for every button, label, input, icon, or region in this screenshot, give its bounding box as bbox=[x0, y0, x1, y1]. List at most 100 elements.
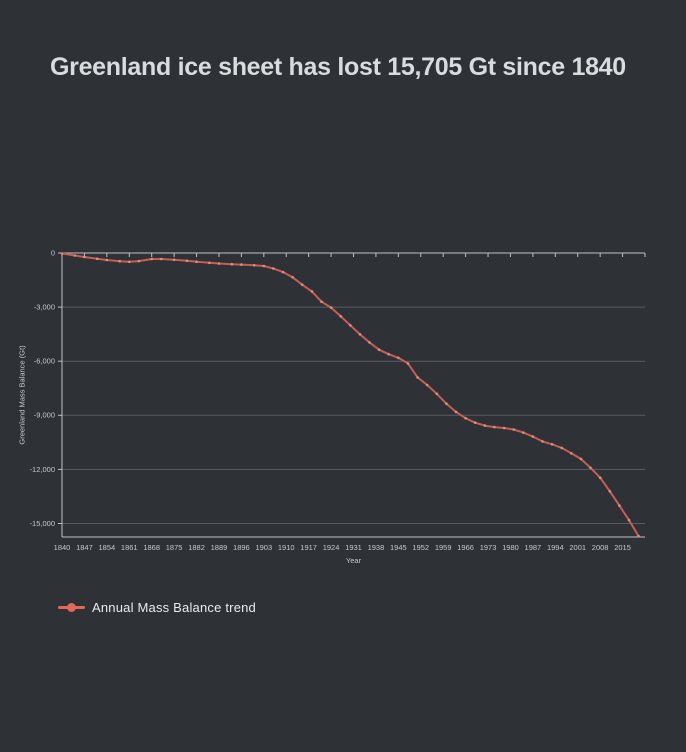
series-point bbox=[217, 262, 221, 265]
x-tick-label: 1875 bbox=[166, 543, 183, 552]
series-point bbox=[579, 457, 583, 461]
x-tick-label: 1903 bbox=[255, 543, 272, 552]
series-point bbox=[60, 252, 64, 255]
x-tick-label: 1987 bbox=[525, 543, 542, 552]
series-point bbox=[368, 341, 371, 344]
y-tick-label: 0 bbox=[51, 248, 55, 257]
series-point bbox=[598, 476, 602, 480]
series-point bbox=[95, 257, 99, 261]
series-point bbox=[160, 257, 163, 261]
legend: Annual Mass Balance trend bbox=[58, 597, 256, 617]
series-point bbox=[522, 431, 525, 434]
legend-dot bbox=[67, 602, 76, 612]
series-point bbox=[320, 300, 323, 304]
series-point bbox=[349, 324, 352, 327]
x-tick-label: 1938 bbox=[368, 543, 385, 552]
y-tick-label: -6,000 bbox=[34, 357, 55, 366]
series-point bbox=[560, 446, 563, 450]
x-axis-title: Year bbox=[346, 556, 362, 565]
series-point bbox=[185, 259, 189, 263]
series-point bbox=[262, 264, 266, 268]
series-point bbox=[464, 416, 467, 420]
series-point bbox=[445, 402, 448, 406]
series-point bbox=[339, 315, 343, 318]
series-point bbox=[608, 489, 612, 493]
series-point bbox=[83, 255, 86, 259]
series-point bbox=[541, 440, 544, 443]
series-point bbox=[128, 260, 131, 264]
series-point bbox=[550, 443, 554, 446]
series-point bbox=[300, 283, 304, 287]
series-point bbox=[502, 426, 506, 430]
series-point bbox=[281, 270, 285, 274]
series-point bbox=[618, 504, 621, 507]
x-tick-label: 1868 bbox=[143, 543, 160, 552]
series-point bbox=[137, 259, 141, 263]
series-point bbox=[483, 424, 487, 427]
series-point bbox=[531, 435, 535, 438]
x-tick-label: 2015 bbox=[614, 543, 631, 552]
y-tick-label: -3,000 bbox=[34, 302, 55, 311]
x-tick-label: 1910 bbox=[278, 543, 295, 552]
series-point bbox=[435, 392, 439, 396]
y-axis-title: Greenland Mass Balance (Gt) bbox=[17, 345, 26, 445]
series-point bbox=[291, 276, 294, 279]
line-marker-icon bbox=[58, 602, 85, 612]
x-tick-label: 1973 bbox=[480, 543, 497, 552]
series-point bbox=[589, 466, 592, 470]
x-tick-label: 1840 bbox=[54, 543, 71, 552]
x-tick-label: 1966 bbox=[457, 543, 474, 552]
x-tick-label: 1959 bbox=[435, 543, 452, 552]
series-point bbox=[493, 425, 496, 429]
x-tick-label: 1861 bbox=[121, 543, 138, 552]
series-point bbox=[230, 262, 234, 266]
x-tick-label: 1931 bbox=[345, 543, 362, 552]
series-point bbox=[172, 258, 176, 262]
y-tick-label: -15,000 bbox=[30, 519, 55, 528]
x-tick-label: 1847 bbox=[76, 543, 93, 552]
series-point bbox=[512, 428, 515, 431]
series-point bbox=[454, 410, 458, 414]
x-tick-label: 1917 bbox=[300, 543, 317, 552]
series-point bbox=[637, 534, 640, 538]
y-tick-label: -12,000 bbox=[30, 465, 55, 474]
x-tick-label: 1924 bbox=[323, 543, 340, 552]
series-point bbox=[397, 356, 400, 360]
x-tick-label: 1980 bbox=[502, 543, 519, 552]
series-point bbox=[358, 333, 362, 336]
series-point bbox=[118, 259, 121, 263]
x-tick-label: 1889 bbox=[211, 543, 228, 552]
legend-label: Annual Mass Balance trend bbox=[92, 599, 256, 615]
series-point bbox=[473, 421, 477, 425]
series-point bbox=[377, 348, 381, 352]
series-point bbox=[425, 383, 429, 387]
chart-title: Greenland ice sheet has lost 15,705 Gt s… bbox=[50, 53, 626, 81]
x-tick-label: 1952 bbox=[412, 543, 429, 552]
series-line bbox=[61, 252, 640, 538]
x-tick-label: 1854 bbox=[99, 543, 116, 552]
series-point bbox=[570, 452, 573, 455]
series-point bbox=[252, 264, 256, 267]
series-point bbox=[208, 261, 211, 265]
x-tick-label: 1945 bbox=[390, 543, 407, 552]
x-tick-label: 2008 bbox=[592, 543, 609, 552]
x-tick-label: 1896 bbox=[233, 543, 250, 552]
series-point bbox=[150, 257, 153, 261]
series-point bbox=[329, 306, 333, 309]
series-point bbox=[105, 258, 109, 262]
series-point bbox=[240, 263, 243, 266]
x-tick-label: 1882 bbox=[188, 543, 205, 552]
series-point bbox=[310, 290, 314, 293]
series-point bbox=[73, 254, 77, 257]
y-tick-label: -9,000 bbox=[34, 411, 55, 420]
x-tick-label: 1994 bbox=[547, 543, 564, 552]
series-point bbox=[416, 376, 419, 379]
x-tick-label: 2001 bbox=[569, 543, 586, 552]
series-point bbox=[272, 267, 275, 270]
series-point bbox=[195, 260, 198, 264]
series-point bbox=[627, 518, 631, 522]
series-point bbox=[406, 362, 410, 365]
series-point bbox=[387, 352, 391, 356]
